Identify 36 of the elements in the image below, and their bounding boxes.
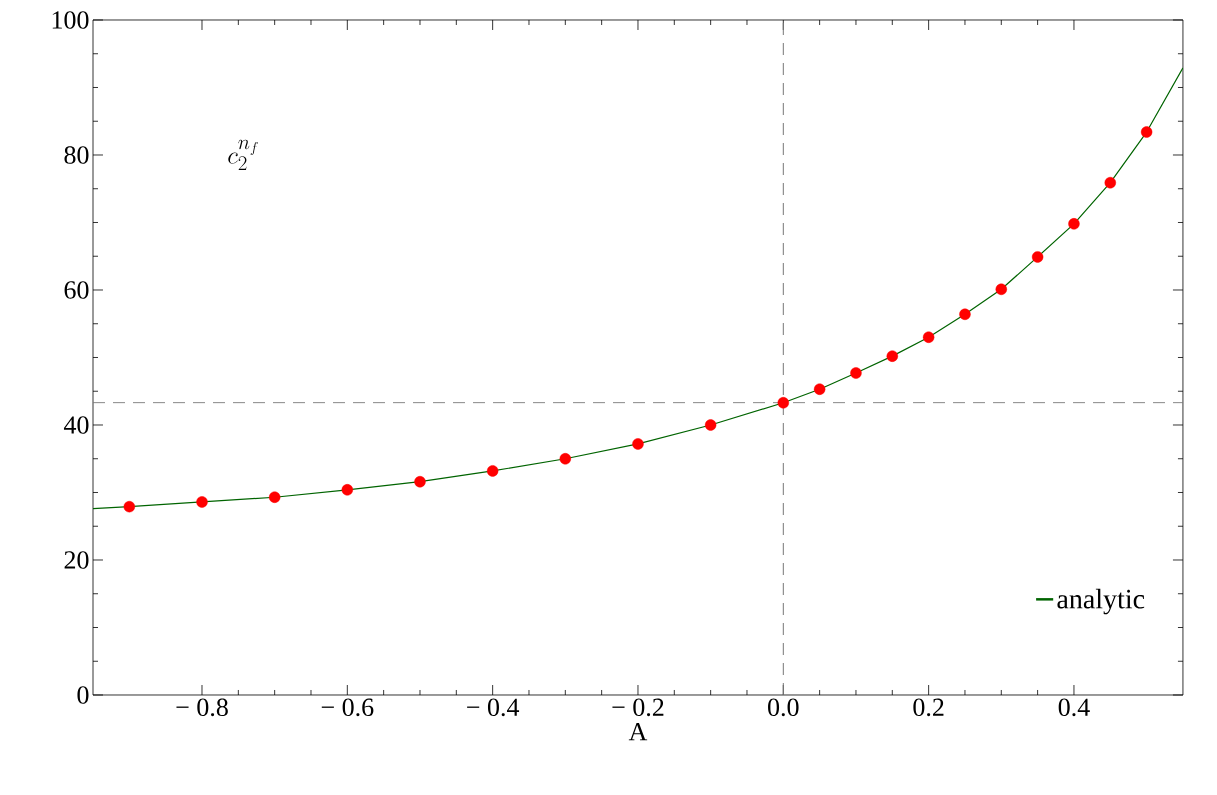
point xyxy=(414,476,426,488)
y-tick-label: 100 xyxy=(52,11,89,29)
point xyxy=(1068,218,1080,230)
point xyxy=(123,500,136,513)
point xyxy=(922,331,935,343)
point xyxy=(196,496,208,508)
point xyxy=(1140,126,1153,138)
point xyxy=(268,491,281,503)
point xyxy=(486,465,499,477)
x-axis-title: A xyxy=(628,723,648,741)
x-tick-label: 0.2 xyxy=(913,698,944,717)
x-tick-label: 0.4 xyxy=(1058,698,1090,717)
point xyxy=(959,308,971,320)
x-tick-label: − 0.8 xyxy=(176,698,228,717)
point xyxy=(813,383,826,395)
x-tick-label: − 0.2 xyxy=(612,698,664,717)
point xyxy=(995,283,1007,296)
y-tick-label: 40 xyxy=(63,416,89,434)
y-tick-label: 80 xyxy=(64,146,89,164)
y-tick-label: 60 xyxy=(64,281,89,299)
point xyxy=(341,484,354,496)
point xyxy=(886,350,898,362)
x-tick-label: 0.0 xyxy=(768,698,799,717)
point xyxy=(777,397,789,409)
x-tick-label: − 0.4 xyxy=(467,698,520,717)
point xyxy=(704,419,717,431)
y-tick-label: 0 xyxy=(77,686,89,704)
point xyxy=(559,453,572,465)
point xyxy=(632,438,644,450)
point xyxy=(1104,176,1116,189)
x-tick-label: − 0.6 xyxy=(321,698,374,717)
point xyxy=(1031,251,1044,263)
point xyxy=(850,367,862,379)
annotation: $c_2^{n_f}$ xyxy=(228,139,258,170)
y-tick-label: 20 xyxy=(64,551,89,569)
legend-label: analytic xyxy=(1057,588,1145,615)
